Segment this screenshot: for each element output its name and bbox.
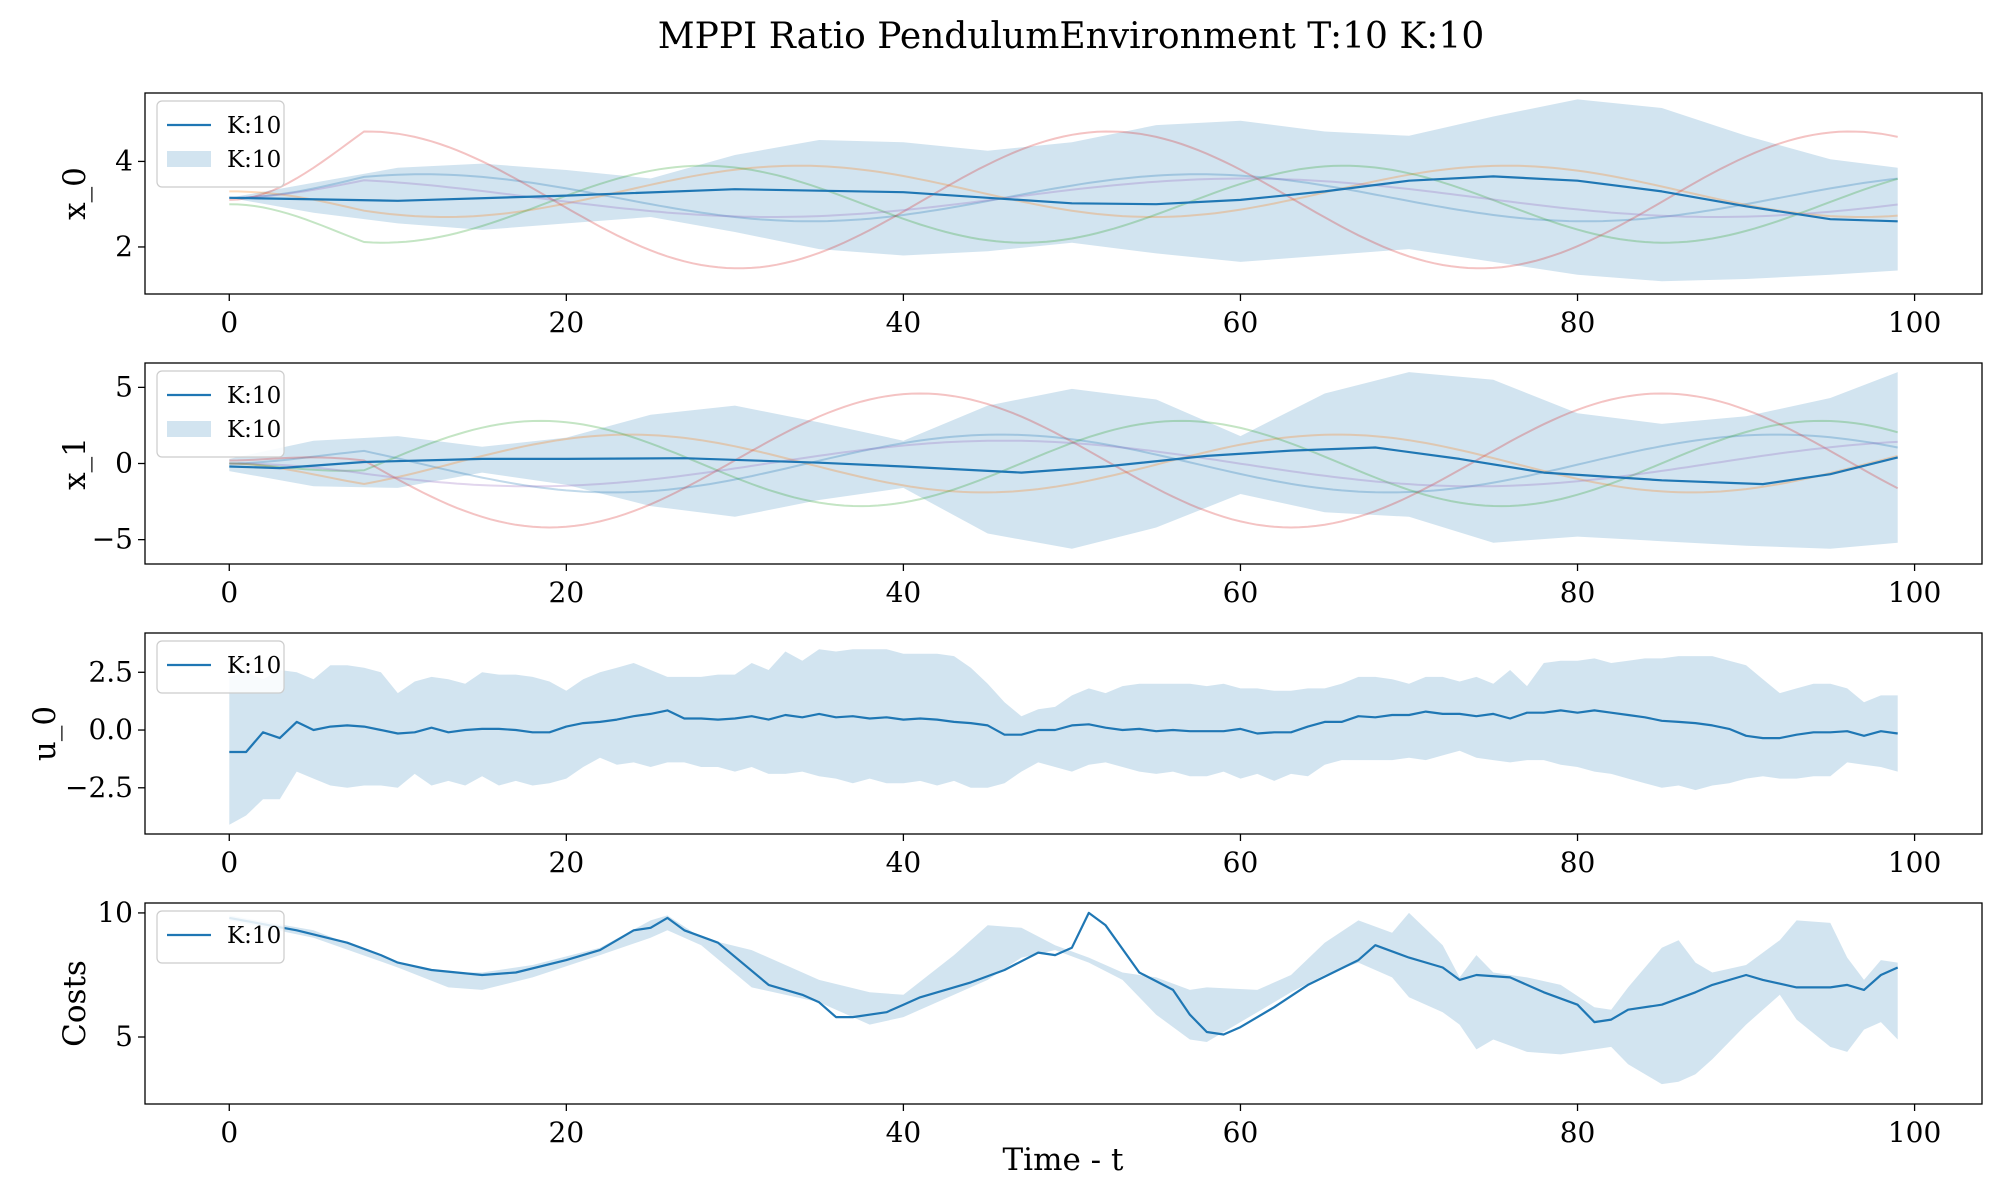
subplot-x_0: 0 20 40 60 80 100 2 4 x_0 K:10 K:10 [57, 92, 1983, 339]
x-tick-label: 60 [1223, 846, 1259, 879]
y-tick-label: 0 [115, 447, 133, 480]
legend-box [156, 640, 285, 694]
y-axis-label: u_0 [27, 706, 63, 761]
sample-trajectory-2 [229, 164, 1898, 218]
y-tick-label: 5 [115, 370, 133, 403]
x-tick-label: 100 [1888, 1116, 1941, 1149]
y-tick-label: 4 [115, 144, 133, 177]
mean-series-x_0 [229, 175, 1898, 223]
sample-trajectory-3 [229, 419, 1898, 508]
x-tick-label: 100 [1888, 576, 1941, 609]
legend-box [156, 910, 285, 964]
plot-area [229, 911, 1899, 1085]
band-series-x_0 [229, 99, 1898, 282]
mean-series-Costs [229, 911, 1899, 1036]
x-tick-label: 40 [886, 576, 922, 609]
axes-frame [144, 632, 1983, 835]
x-tick-label: 60 [1223, 306, 1259, 339]
x-tick-label: 80 [1560, 1116, 1596, 1149]
x-tick-label: 0 [220, 576, 238, 609]
y-tick-label: 2.5 [88, 655, 133, 688]
x-tick-label: 20 [549, 306, 585, 339]
legend-label: K:10 [227, 417, 281, 443]
axes-frame [144, 92, 1983, 295]
subplot-Costs: 0 20 40 60 80 100 10 5 Costs K:10 [57, 896, 1983, 1149]
legend-band-swatch [167, 151, 211, 167]
sample-trajectory-1 [229, 433, 1898, 494]
figure-title: MPPI Ratio PendulumEnvironment T:10 K:10 [658, 16, 1485, 57]
legend-label: K:10 [227, 147, 281, 173]
x-tick-label: 60 [1223, 576, 1259, 609]
x-tick-label: 80 [1560, 846, 1596, 879]
sample-trajectory-2 [229, 433, 1898, 494]
band-series-Costs [229, 912, 1898, 1085]
subplot-x_1: 0 20 40 60 80 100 5 0 −5 x_1 K:10 K:10 [57, 362, 1983, 609]
x-tick-label: 20 [549, 1116, 585, 1149]
x-tick-label: 0 [220, 846, 238, 879]
x-tick-label: 40 [886, 846, 922, 879]
y-axis-label: Costs [57, 960, 93, 1047]
x-tick-label: 80 [1560, 576, 1596, 609]
legend-band-swatch [167, 421, 211, 437]
y-tick-label: −5 [92, 523, 133, 556]
legend: K:10 K:10 [156, 370, 285, 458]
x-tick-label: 40 [886, 306, 922, 339]
x-tick-label: 20 [549, 846, 585, 879]
legend-box [156, 370, 285, 458]
legend-label: K:10 [227, 923, 281, 949]
plot-area [229, 649, 1898, 825]
sample-trajectory-3 [229, 164, 1898, 244]
legend-label: K:10 [227, 113, 281, 139]
y-axis-label: x_1 [57, 437, 93, 490]
legend: K:10 [156, 640, 285, 694]
y-tick-label: 0.0 [88, 713, 133, 746]
legend: K:10 [156, 910, 285, 964]
sample-trajectory-5 [229, 177, 1898, 218]
sample-trajectory-4 [229, 392, 1899, 529]
y-tick-label: 10 [97, 896, 133, 929]
x-tick-label: 100 [1888, 846, 1941, 879]
band-series-u_0 [229, 649, 1898, 825]
subplot-u_0: 0 20 40 60 80 100 2.5 0.0 −2.5u_0 K:10 [27, 632, 1983, 879]
plot-area [229, 372, 1899, 549]
x-tick-label: 80 [1560, 306, 1596, 339]
legend-box [156, 100, 285, 188]
x-tick-label: 20 [549, 576, 585, 609]
x-tick-label: 40 [886, 1116, 922, 1149]
y-tick-label: 2 [115, 230, 133, 263]
legend-label: K:10 [227, 383, 281, 409]
x-tick-label: 0 [220, 1116, 238, 1149]
legend-label: K:10 [227, 653, 281, 679]
y-tick-label: −2.5 [65, 771, 133, 804]
y-tick-label: 5 [115, 1020, 133, 1053]
x-tick-label: 0 [220, 306, 238, 339]
legend: K:10 K:10 [156, 100, 285, 188]
x-tick-label: 100 [1888, 306, 1941, 339]
x-tick-label: 60 [1223, 1116, 1259, 1149]
y-axis-label: x_0 [57, 167, 93, 220]
x-axis-label: Time - t [1003, 1142, 1125, 1178]
sample-trajectory-4 [229, 130, 1898, 270]
mean-series-x_1 [229, 446, 1898, 486]
plot-area [229, 99, 1898, 282]
sample-trajectory-1 [229, 173, 1898, 223]
axes-frame [144, 902, 1983, 1105]
mean-series-u_0 [229, 709, 1898, 754]
band-series-x_1 [229, 372, 1898, 549]
